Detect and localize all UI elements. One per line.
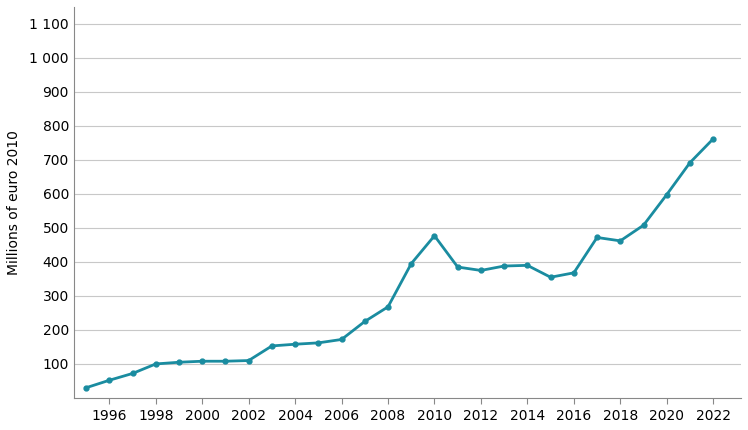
Y-axis label: Millions of euro 2010: Millions of euro 2010 xyxy=(7,130,21,275)
